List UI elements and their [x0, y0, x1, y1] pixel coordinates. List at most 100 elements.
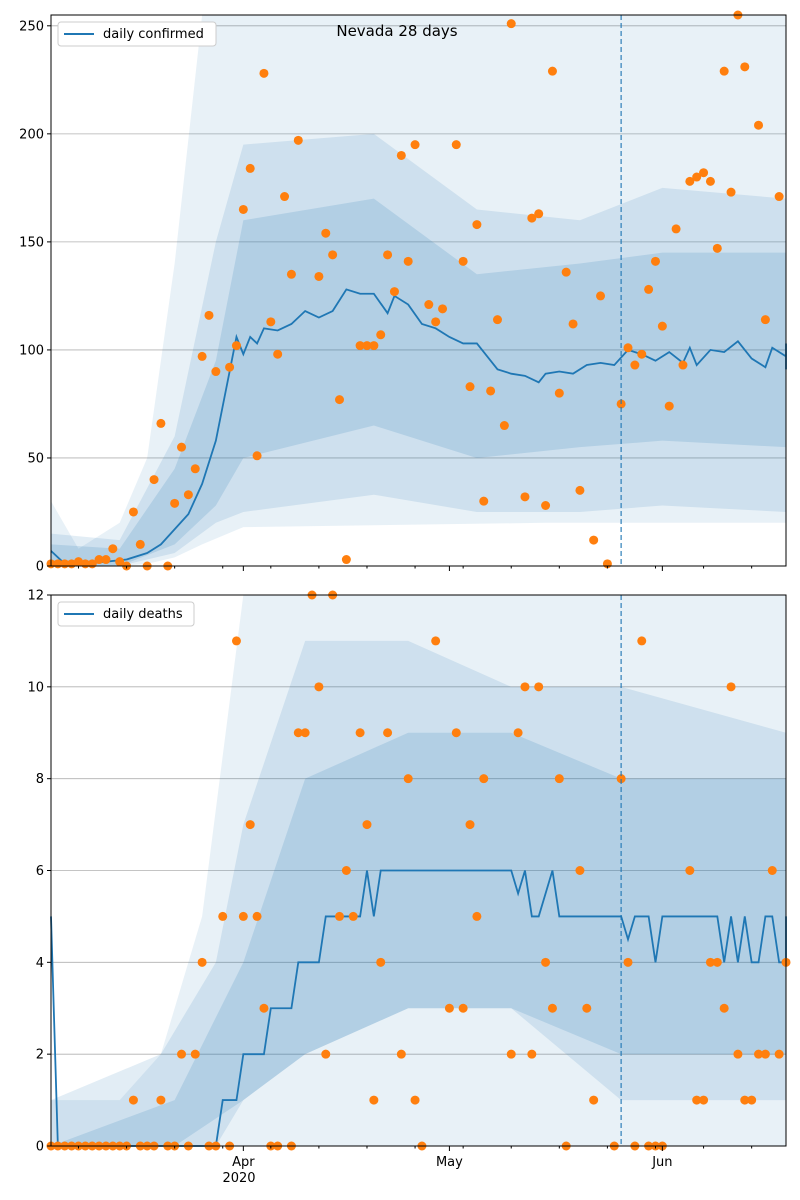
legend-deaths: daily deaths [57, 601, 195, 627]
observed-point [252, 911, 262, 921]
observed-point [410, 1095, 420, 1105]
observed-point [376, 330, 386, 340]
observed-point [115, 557, 125, 567]
observed-point [362, 341, 372, 351]
observed-point [252, 451, 262, 461]
y-tick-label: 4 [36, 956, 44, 971]
observed-point [685, 176, 695, 186]
observed-point [245, 163, 255, 173]
observed-point [314, 271, 324, 281]
observed-point [616, 774, 626, 784]
observed-point [335, 911, 345, 921]
observed-point [712, 243, 722, 253]
observed-point [492, 315, 502, 325]
observed-point [506, 19, 516, 29]
median-confirmed [50, 288, 787, 565]
y-tick-label: 100 [19, 343, 44, 358]
observed-point [740, 1095, 750, 1105]
observed-point [705, 176, 715, 186]
observed-point [582, 1003, 592, 1013]
observed-point [341, 555, 351, 565]
observed-point [190, 464, 200, 474]
observed-point [650, 256, 660, 266]
observed-point [328, 250, 338, 260]
observed-point [451, 728, 461, 738]
observed-point [520, 492, 530, 502]
observed-point [712, 957, 722, 967]
observed-point [486, 386, 496, 396]
observed-point [472, 220, 482, 230]
observed-point [286, 269, 296, 279]
observed-point [259, 1003, 269, 1013]
observed-point [458, 1003, 468, 1013]
observed-point [149, 475, 159, 485]
observed-point [197, 351, 207, 361]
median-line [50, 288, 787, 565]
y-tick-label: 10 [27, 680, 44, 695]
observed-point [177, 1049, 187, 1059]
median-deaths [50, 869, 787, 1147]
observed-point [431, 636, 441, 646]
observed-point [637, 349, 647, 359]
observed-point [527, 1049, 537, 1059]
observed-point [94, 555, 104, 565]
observed-point [630, 360, 640, 370]
observed-point [479, 496, 489, 506]
observed-point [760, 1049, 770, 1059]
observed-point [197, 957, 207, 967]
x-tick-label: Jun [651, 1155, 672, 1170]
observed-point [396, 1049, 406, 1059]
legend-box [57, 601, 195, 627]
observed-point [554, 774, 564, 784]
observed-point [135, 539, 145, 549]
observed-point [589, 1095, 599, 1105]
observed-point [726, 187, 736, 197]
observed-point [506, 1049, 516, 1059]
y-tick-label: 6 [36, 864, 44, 879]
observed-point [300, 728, 310, 738]
observed-point [692, 172, 702, 182]
observed-point [760, 315, 770, 325]
observed-point [719, 66, 729, 76]
observed-point [534, 682, 544, 692]
observed-point [389, 287, 399, 297]
observed-point [740, 62, 750, 72]
observed-point [623, 343, 633, 353]
chart-title: Nevada 28 days [336, 22, 457, 40]
legend-box [57, 21, 217, 47]
x-ticks-confirmed [77, 566, 753, 571]
observed-point [108, 544, 118, 554]
observed-point [685, 866, 695, 875]
x-axis-year-label: 2020 [222, 1171, 255, 1186]
observed-point [747, 1095, 757, 1105]
observed-point [657, 321, 667, 331]
legend-label: daily deaths [103, 607, 183, 622]
observed-point [293, 728, 303, 738]
observed-point [767, 866, 777, 875]
observed-point [568, 319, 578, 329]
observed-point [596, 291, 606, 301]
observed-point [692, 1095, 702, 1105]
observed-point [156, 418, 166, 428]
y-tick-label: 0 [36, 1140, 44, 1155]
observed-point [623, 957, 633, 967]
observed-point [678, 360, 688, 370]
observed-point [472, 911, 482, 921]
x-tick-label: May [436, 1155, 463, 1170]
band-inner [51, 732, 786, 1146]
observed-point [465, 820, 475, 830]
observed-point [355, 728, 365, 738]
observed-point [479, 774, 489, 784]
observed-point [183, 490, 193, 500]
observed-point [321, 228, 331, 238]
observed-point [348, 911, 358, 921]
observed-point [266, 317, 276, 327]
observed-point [204, 310, 214, 320]
x-tick-label: Apr [232, 1155, 255, 1170]
observed-point [355, 341, 365, 351]
y-ticks-confirmed: 0 50 100 150 200 250 [19, 19, 51, 575]
observed-point [211, 367, 221, 377]
observed-point [554, 388, 564, 398]
band-mid [51, 133, 786, 566]
observed-point [238, 911, 248, 921]
